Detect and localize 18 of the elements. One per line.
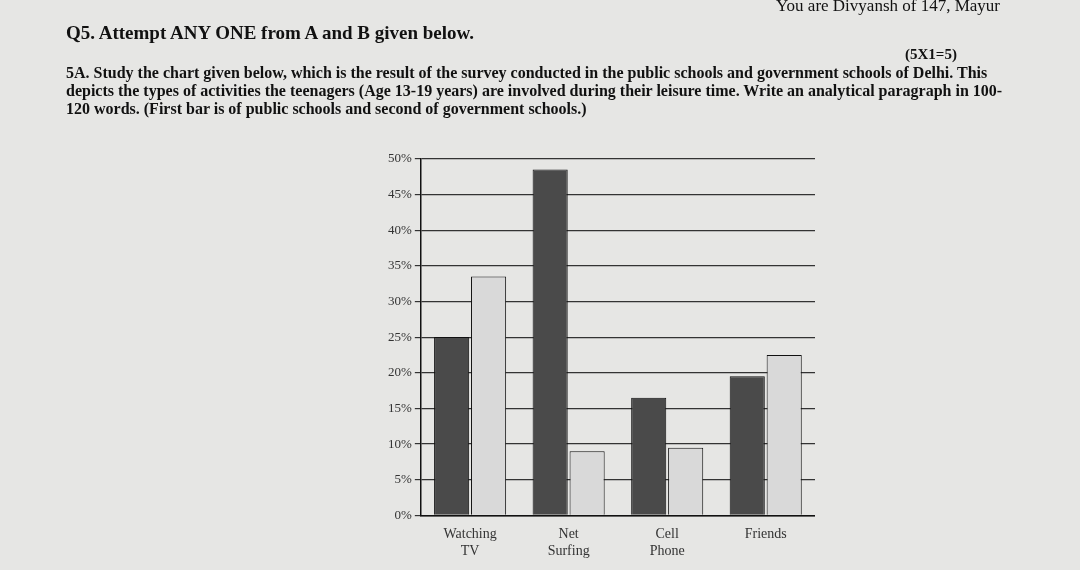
y-tick-label: 5% — [394, 471, 412, 487]
y-tick-label: 50% — [387, 150, 412, 166]
x-tick-label: Cell Phone — [649, 526, 685, 559]
y-tick-label: 40% — [387, 221, 412, 237]
y-tick-label: 15% — [387, 399, 412, 415]
y-tick-label: 10% — [387, 435, 412, 451]
y-tick-label: 30% — [387, 292, 412, 308]
y-tick-label: 45% — [387, 185, 412, 201]
y-tick-label: 25% — [387, 328, 412, 344]
y-tick-label: 0% — [394, 506, 412, 522]
x-tick-label: Net Surfing — [547, 526, 590, 559]
text: (5X1=5) — [905, 46, 957, 63]
y-tick-label: 35% — [387, 257, 412, 273]
chart-title: Q5. Attempt ANY ONE from A and B given below. — [66, 22, 474, 44]
x-tick-label: Watching TV — [443, 526, 497, 559]
y-tick-label: 20% — [387, 364, 412, 380]
x-tick-label: Friends — [744, 526, 787, 542]
chart-subtitle: 5A. Study the chart given below, which is the result of the survey conducted in the public schools and government schools of Delhi. This depicts the types of activities the teenagers (Age 13-19 years) are involved during their leisure time. Write an analytical paragraph in 100-120 words. (First bar is of public schools and second of government schools.) — [66, 64, 1004, 118]
